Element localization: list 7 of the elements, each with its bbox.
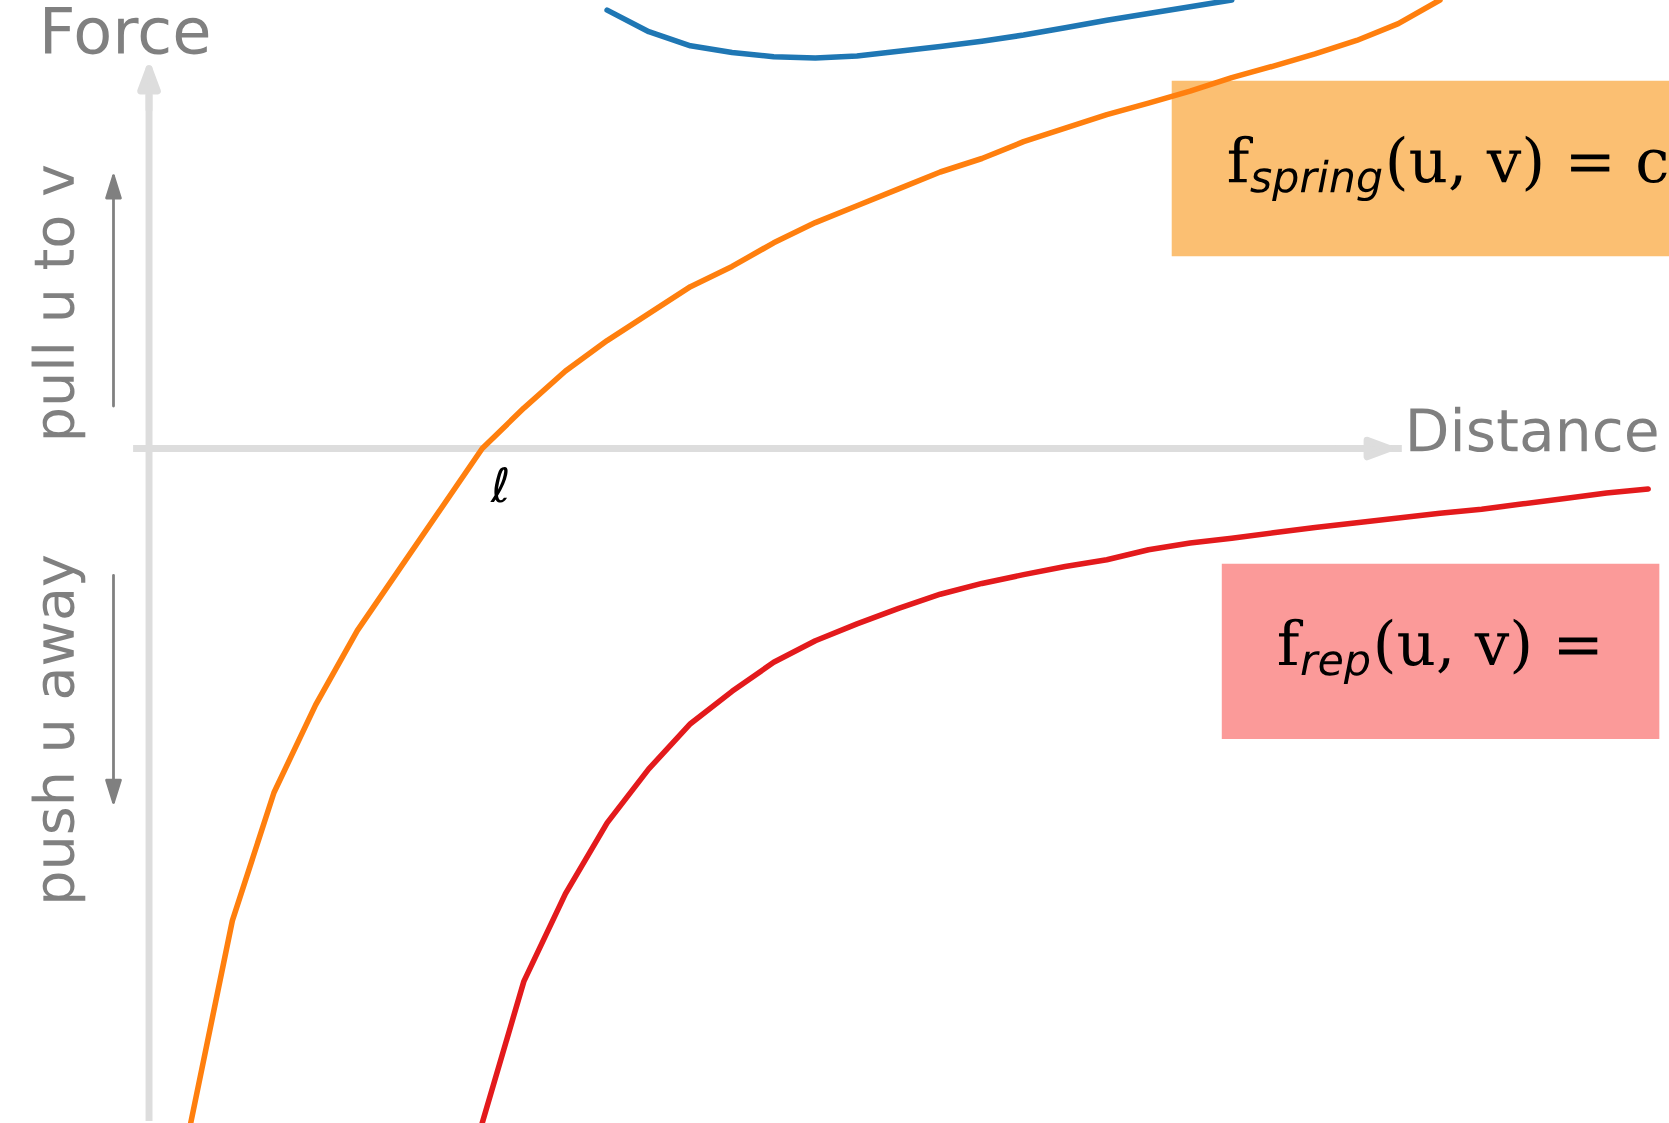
text: pull u to v — [31, 165, 86, 438]
annotation: ℓ — [490, 466, 508, 503]
annotation: f$_{spring}$(u, v) = c — [1228, 135, 1667, 202]
x-axis-title: Distance — [1410, 406, 1657, 452]
text: push u away — [31, 555, 86, 901]
annotation: f$_{rep}$(u, v) = — [1278, 618, 1598, 684]
y-axis-title: Force — [45, 6, 209, 55]
